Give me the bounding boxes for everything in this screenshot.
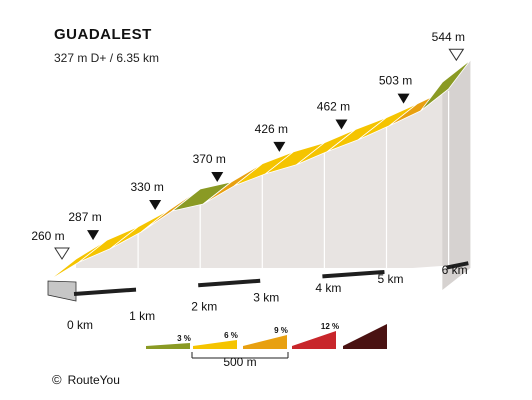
x-tick-label: 1 km	[129, 309, 155, 323]
axis-km-band	[384, 265, 447, 274]
elevation-marker-icon	[397, 93, 410, 104]
legend-swatch	[343, 324, 387, 349]
chart-subtitle: 327 m D+ / 6.35 km	[54, 51, 160, 65]
legend-label: 6 %	[224, 331, 238, 340]
axis-km-band	[446, 261, 469, 270]
elevation-marker-icon	[211, 172, 224, 182]
elevation-label: 330 m	[130, 180, 163, 194]
scale-label: 500 m	[223, 355, 256, 369]
legend-label: 3 %	[177, 334, 191, 343]
x-tick-label: 0 km	[67, 318, 93, 332]
copyright-credit: © RouteYou	[52, 372, 120, 387]
legend-label: 12 %	[321, 322, 339, 331]
legend-label: 9 %	[274, 326, 288, 335]
elevation-label: 462 m	[317, 100, 350, 114]
x-tick-label: 5 km	[377, 272, 403, 286]
legend-swatch	[193, 340, 237, 349]
copyright-icon: ©	[52, 372, 62, 387]
profile-end-cap	[442, 60, 471, 291]
axis-km-band	[198, 278, 261, 288]
elevation-label: 503 m	[379, 74, 412, 88]
elevation-marker-icon	[87, 230, 100, 241]
elevation-marker-icon	[335, 119, 348, 130]
grade-segment-13	[420, 59, 471, 112]
credit-label: RouteYou	[67, 373, 120, 387]
chart-title: GUADALEST	[54, 26, 152, 43]
elevation-label: 260 m	[31, 229, 64, 243]
elevation-label: 287 m	[68, 210, 101, 224]
legend-swatch	[146, 343, 190, 349]
x-tick-label: 4 km	[315, 281, 341, 295]
endpoint-marker-icon	[54, 247, 70, 260]
elevation-label: 370 m	[193, 152, 226, 166]
elevation-marker-icon	[149, 200, 162, 210]
axis-km-band	[135, 283, 199, 292]
profile-front-side	[47, 280, 77, 302]
x-tick-label: 2 km	[191, 300, 217, 314]
x-tick-label: 6 km	[442, 263, 468, 277]
legend-swatch	[243, 335, 287, 349]
elevation-label: 426 m	[255, 122, 288, 136]
elevation-marker-icon	[273, 141, 286, 152]
elevation-label: 544 m	[432, 30, 465, 44]
axis-km-band	[73, 287, 137, 296]
x-tick-label: 3 km	[253, 290, 279, 304]
endpoint-marker-icon	[448, 48, 465, 62]
axis-km-band	[260, 274, 323, 283]
legend-swatch	[292, 331, 336, 349]
axis-km-band	[322, 270, 385, 279]
